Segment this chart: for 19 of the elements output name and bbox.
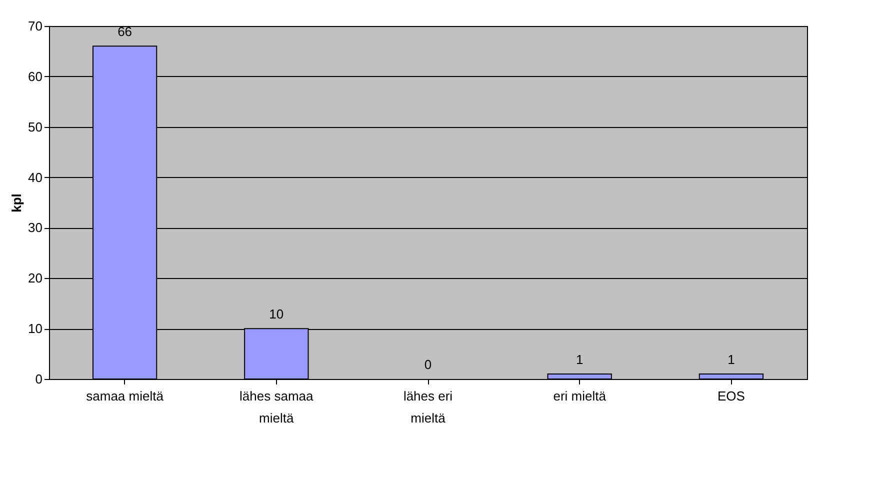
y-tick-label: 30 — [28, 220, 42, 236]
data-label: 10 — [269, 306, 284, 322]
data-label: 1 — [728, 352, 735, 367]
y-tick-label: 20 — [28, 270, 42, 286]
data-label: 0 — [424, 357, 432, 372]
data-label: 1 — [576, 352, 584, 367]
data-label: 66 — [118, 24, 132, 40]
x-tick-label: lähes eri mieltä — [403, 388, 453, 426]
x-tick-label: EOS — [717, 388, 746, 404]
y-tick-label: 70 — [28, 18, 42, 34]
x-tick-label: samaa mieltä — [86, 388, 164, 404]
x-tick-label: lähes samaa mieltä — [240, 388, 314, 426]
y-tick-label: 10 — [28, 321, 42, 336]
x-tick-label: eri mieltä — [553, 388, 607, 404]
y-tick-label: 0 — [35, 372, 42, 386]
y-tick-label: 60 — [28, 68, 42, 84]
y-tick-label: 40 — [28, 170, 42, 185]
y-axis-title: kpl — [9, 194, 24, 212]
y-tick-label: 50 — [28, 119, 42, 134]
